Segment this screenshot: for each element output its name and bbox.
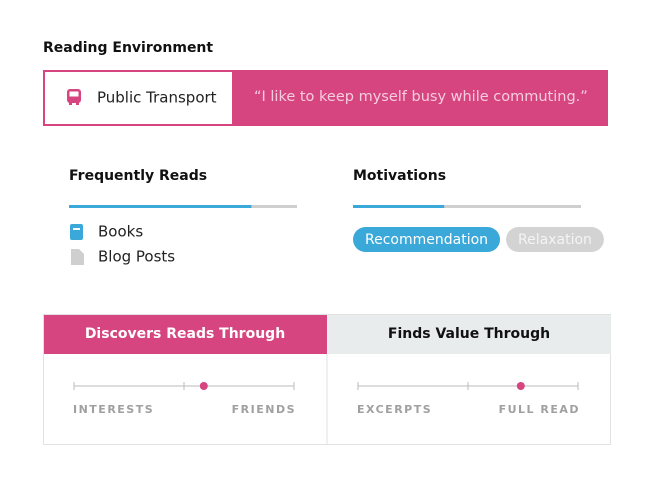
- progress-fill: [353, 205, 445, 208]
- scale-marker: [199, 382, 208, 390]
- read-item: Blog Posts: [98, 248, 175, 266]
- section-title: Reading Environment: [43, 40, 213, 56]
- scale-left-label: EXCERPTS: [357, 403, 432, 416]
- tag-pill: [353, 227, 501, 252]
- scale-title: Discovers Reads Through: [85, 326, 285, 342]
- scale-header: [328, 315, 611, 354]
- progress-fill: [69, 205, 252, 208]
- section-title: Motivations: [353, 168, 446, 184]
- scale-left-label: INTERESTS: [73, 403, 154, 416]
- scale-right-label: FULL READ: [499, 403, 580, 416]
- scale-title: Finds Value Through: [388, 326, 550, 342]
- progress-track: [353, 205, 581, 208]
- tag-label: Recommendation: [365, 232, 488, 248]
- tag-pill: [506, 227, 604, 252]
- read-item: Books: [98, 223, 143, 241]
- scale-header: [44, 315, 327, 354]
- quote: “I like to keep myself busy while commut…: [254, 89, 588, 105]
- location: Public Transport: [97, 89, 217, 107]
- scale-right-label: FRIENDS: [232, 403, 296, 416]
- document-icon: [71, 249, 84, 265]
- bus-icon: [67, 89, 81, 105]
- tag-label: Relaxation: [518, 232, 592, 248]
- section-title: Frequently Reads: [69, 168, 207, 184]
- book-icon: [70, 224, 83, 240]
- quote-panel: [233, 70, 608, 126]
- scale-marker: [516, 382, 525, 390]
